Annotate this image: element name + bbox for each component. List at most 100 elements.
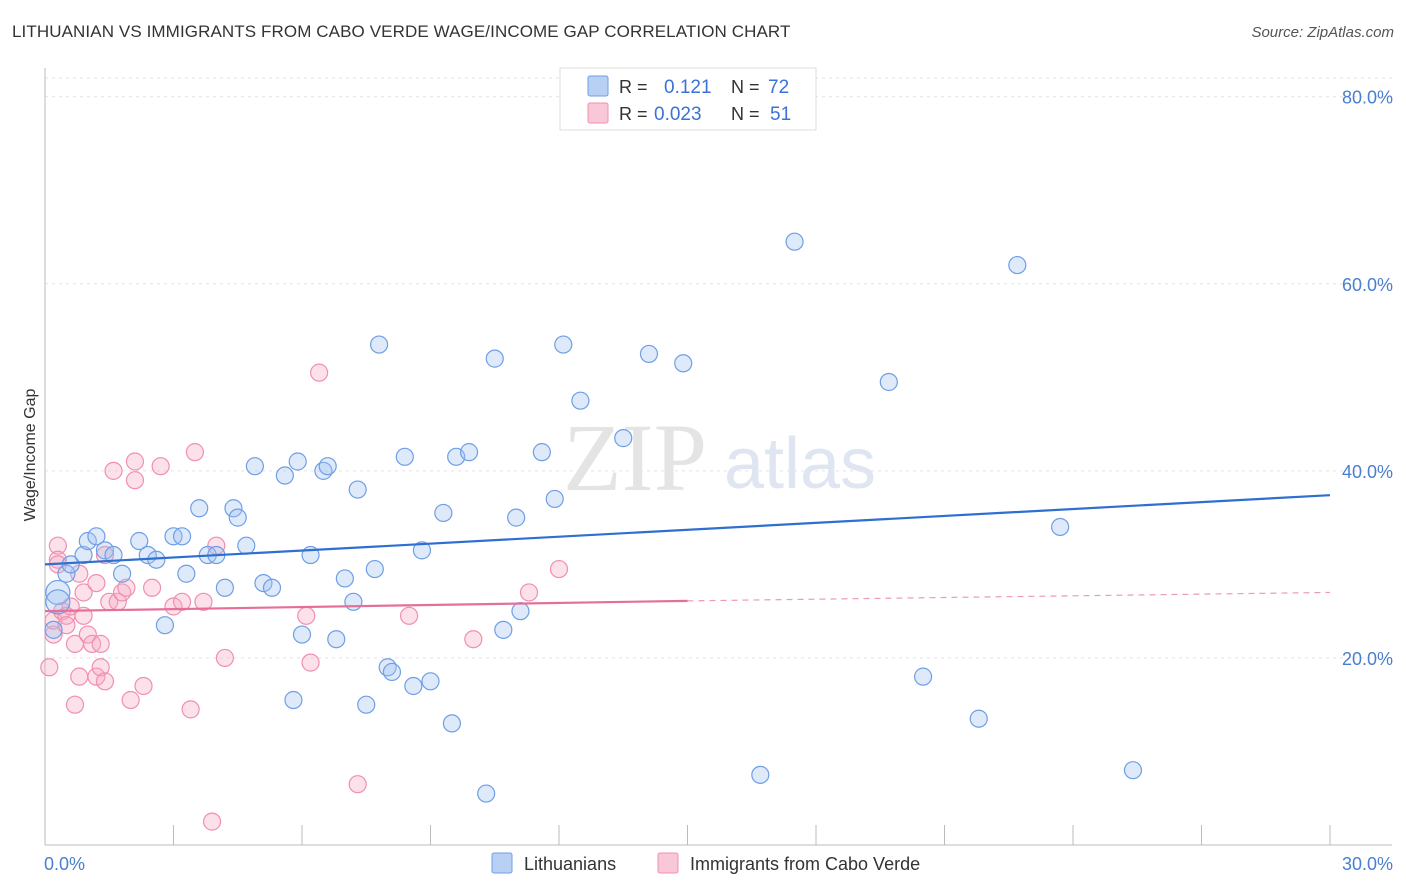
data-point-lithuanians xyxy=(395,447,414,466)
data-point-lithuanians xyxy=(78,531,97,551)
data-point-lithuanians xyxy=(215,578,234,597)
data-point-lithuanians xyxy=(104,545,123,565)
data-point-lithuanians xyxy=(172,527,192,546)
legend-r-value-1: 0.121 xyxy=(664,77,712,98)
data-point-cabo-verde xyxy=(215,648,234,668)
data-point-lithuanians xyxy=(485,349,504,368)
data-point-cabo-verde xyxy=(164,597,183,616)
data-point-lithuanians xyxy=(1123,761,1143,780)
bottom-legend-lithuanians: Lithuanians xyxy=(524,854,616,874)
y-tick-labels: 20.0% 40.0% 60.0% 80.0% xyxy=(1342,88,1393,669)
data-point-lithuanians xyxy=(74,545,93,565)
x-tick-label-max: 30.0% xyxy=(1342,854,1393,874)
data-point-cabo-verde xyxy=(399,606,419,625)
data-point-cabo-verde xyxy=(91,634,110,653)
data-point-lithuanians xyxy=(190,499,209,518)
data-point-lithuanians xyxy=(532,443,551,462)
data-point-lithuanians xyxy=(674,354,693,373)
data-point-lithuanians xyxy=(434,503,453,523)
data-point-lithuanians xyxy=(614,429,633,448)
data-point-lithuanians xyxy=(44,620,63,639)
data-point-lithuanians xyxy=(639,344,659,364)
data-point-cabo-verde xyxy=(70,667,89,686)
data-point-lithuanians xyxy=(511,602,530,621)
data-point-lithuanians xyxy=(382,662,402,682)
data-point-lithuanians xyxy=(370,335,389,354)
data-point-lithuanians xyxy=(57,564,76,583)
bottom-legend-swatch-cabo-verde xyxy=(657,852,679,874)
data-point-lithuanians xyxy=(237,536,256,555)
data-point-lithuanians xyxy=(751,765,770,784)
data-point-cabo-verde xyxy=(194,592,213,611)
data-point-lithuanians xyxy=(554,335,573,354)
data-point-cabo-verde xyxy=(464,630,483,649)
legend-n-label-1: N = xyxy=(731,77,760,97)
data-point-cabo-verde xyxy=(181,700,200,719)
data-point-lithuanians xyxy=(913,667,933,686)
data-point-cabo-verde xyxy=(48,536,67,555)
data-point-lithuanians xyxy=(404,676,423,696)
data-point-cabo-verde xyxy=(121,690,140,710)
data-point-cabo-verde xyxy=(87,573,106,593)
data-point-cabo-verde xyxy=(117,578,136,597)
data-point-lithuanians xyxy=(87,527,106,546)
data-point-lithuanians xyxy=(1008,255,1027,275)
data-point-lithuanians xyxy=(365,559,384,579)
bottom-legend: Lithuanians Immigrants from Cabo Verde xyxy=(491,852,920,874)
data-point-cabo-verde xyxy=(95,672,115,691)
data-point-lithuanians xyxy=(292,625,312,644)
data-point-lithuanians xyxy=(344,592,363,611)
series-lithuanians-points xyxy=(44,232,1143,803)
data-point-lithuanians xyxy=(785,232,804,251)
data-point-cabo-verde xyxy=(78,625,97,644)
data-point-lithuanians xyxy=(357,695,376,714)
data-point-lithuanians xyxy=(284,690,303,710)
data-point-lithuanians xyxy=(969,709,988,728)
data-point-cabo-verde xyxy=(104,461,123,480)
data-point-cabo-verde xyxy=(519,583,539,602)
data-point-lithuanians xyxy=(335,569,354,588)
data-point-lithuanians xyxy=(45,579,71,606)
data-point-lithuanians xyxy=(348,480,367,499)
watermark: ZIP atlas xyxy=(563,404,876,511)
data-point-cabo-verde xyxy=(151,457,170,476)
data-point-lithuanians xyxy=(318,457,337,476)
data-point-cabo-verde xyxy=(310,363,329,382)
y-tick-label: 20.0% xyxy=(1342,649,1393,669)
y-tick-label: 60.0% xyxy=(1342,275,1393,295)
data-point-lithuanians xyxy=(245,457,264,476)
legend-n-value-1: 72 xyxy=(768,77,789,98)
data-point-lithuanians xyxy=(155,616,175,635)
data-point-lithuanians xyxy=(254,573,273,593)
data-point-cabo-verde xyxy=(125,452,145,471)
data-point-lithuanians xyxy=(459,443,479,462)
legend-r-label-2: R = xyxy=(619,104,648,124)
watermark-zip: ZIP xyxy=(563,404,707,511)
trend-line-cabo-verde xyxy=(44,599,688,613)
trend-lines xyxy=(44,494,1331,613)
bottom-legend-cabo-verde: Immigrants from Cabo Verde xyxy=(690,854,920,874)
data-point-cabo-verde xyxy=(125,471,145,490)
data-point-cabo-verde xyxy=(40,658,59,677)
data-point-cabo-verde xyxy=(65,695,85,714)
data-point-lithuanians xyxy=(130,531,149,551)
data-point-cabo-verde xyxy=(301,653,320,672)
y-tick-label: 80.0% xyxy=(1342,88,1393,108)
data-point-cabo-verde xyxy=(348,775,367,794)
series-cabo-verde-points xyxy=(40,363,569,831)
y-axis-label: Wage/Income Gap xyxy=(22,389,39,522)
chart-title: LITHUANIAN VS IMMIGRANTS FROM CABO VERDE… xyxy=(12,22,791,41)
gridlines xyxy=(45,77,1392,659)
data-point-lithuanians xyxy=(288,452,307,471)
legend-n-label-2: N = xyxy=(731,104,760,124)
data-point-cabo-verde xyxy=(297,606,316,625)
data-point-lithuanians xyxy=(112,564,132,583)
data-point-lithuanians xyxy=(442,714,462,733)
data-point-cabo-verde xyxy=(87,667,106,686)
data-point-lithuanians xyxy=(421,672,440,691)
legend-swatch-blue xyxy=(587,75,609,97)
legend: R = 0.121 N = 72 R = 0.023 N = 51 xyxy=(559,67,817,131)
data-point-lithuanians xyxy=(275,466,294,485)
data-point-lithuanians xyxy=(879,372,898,392)
